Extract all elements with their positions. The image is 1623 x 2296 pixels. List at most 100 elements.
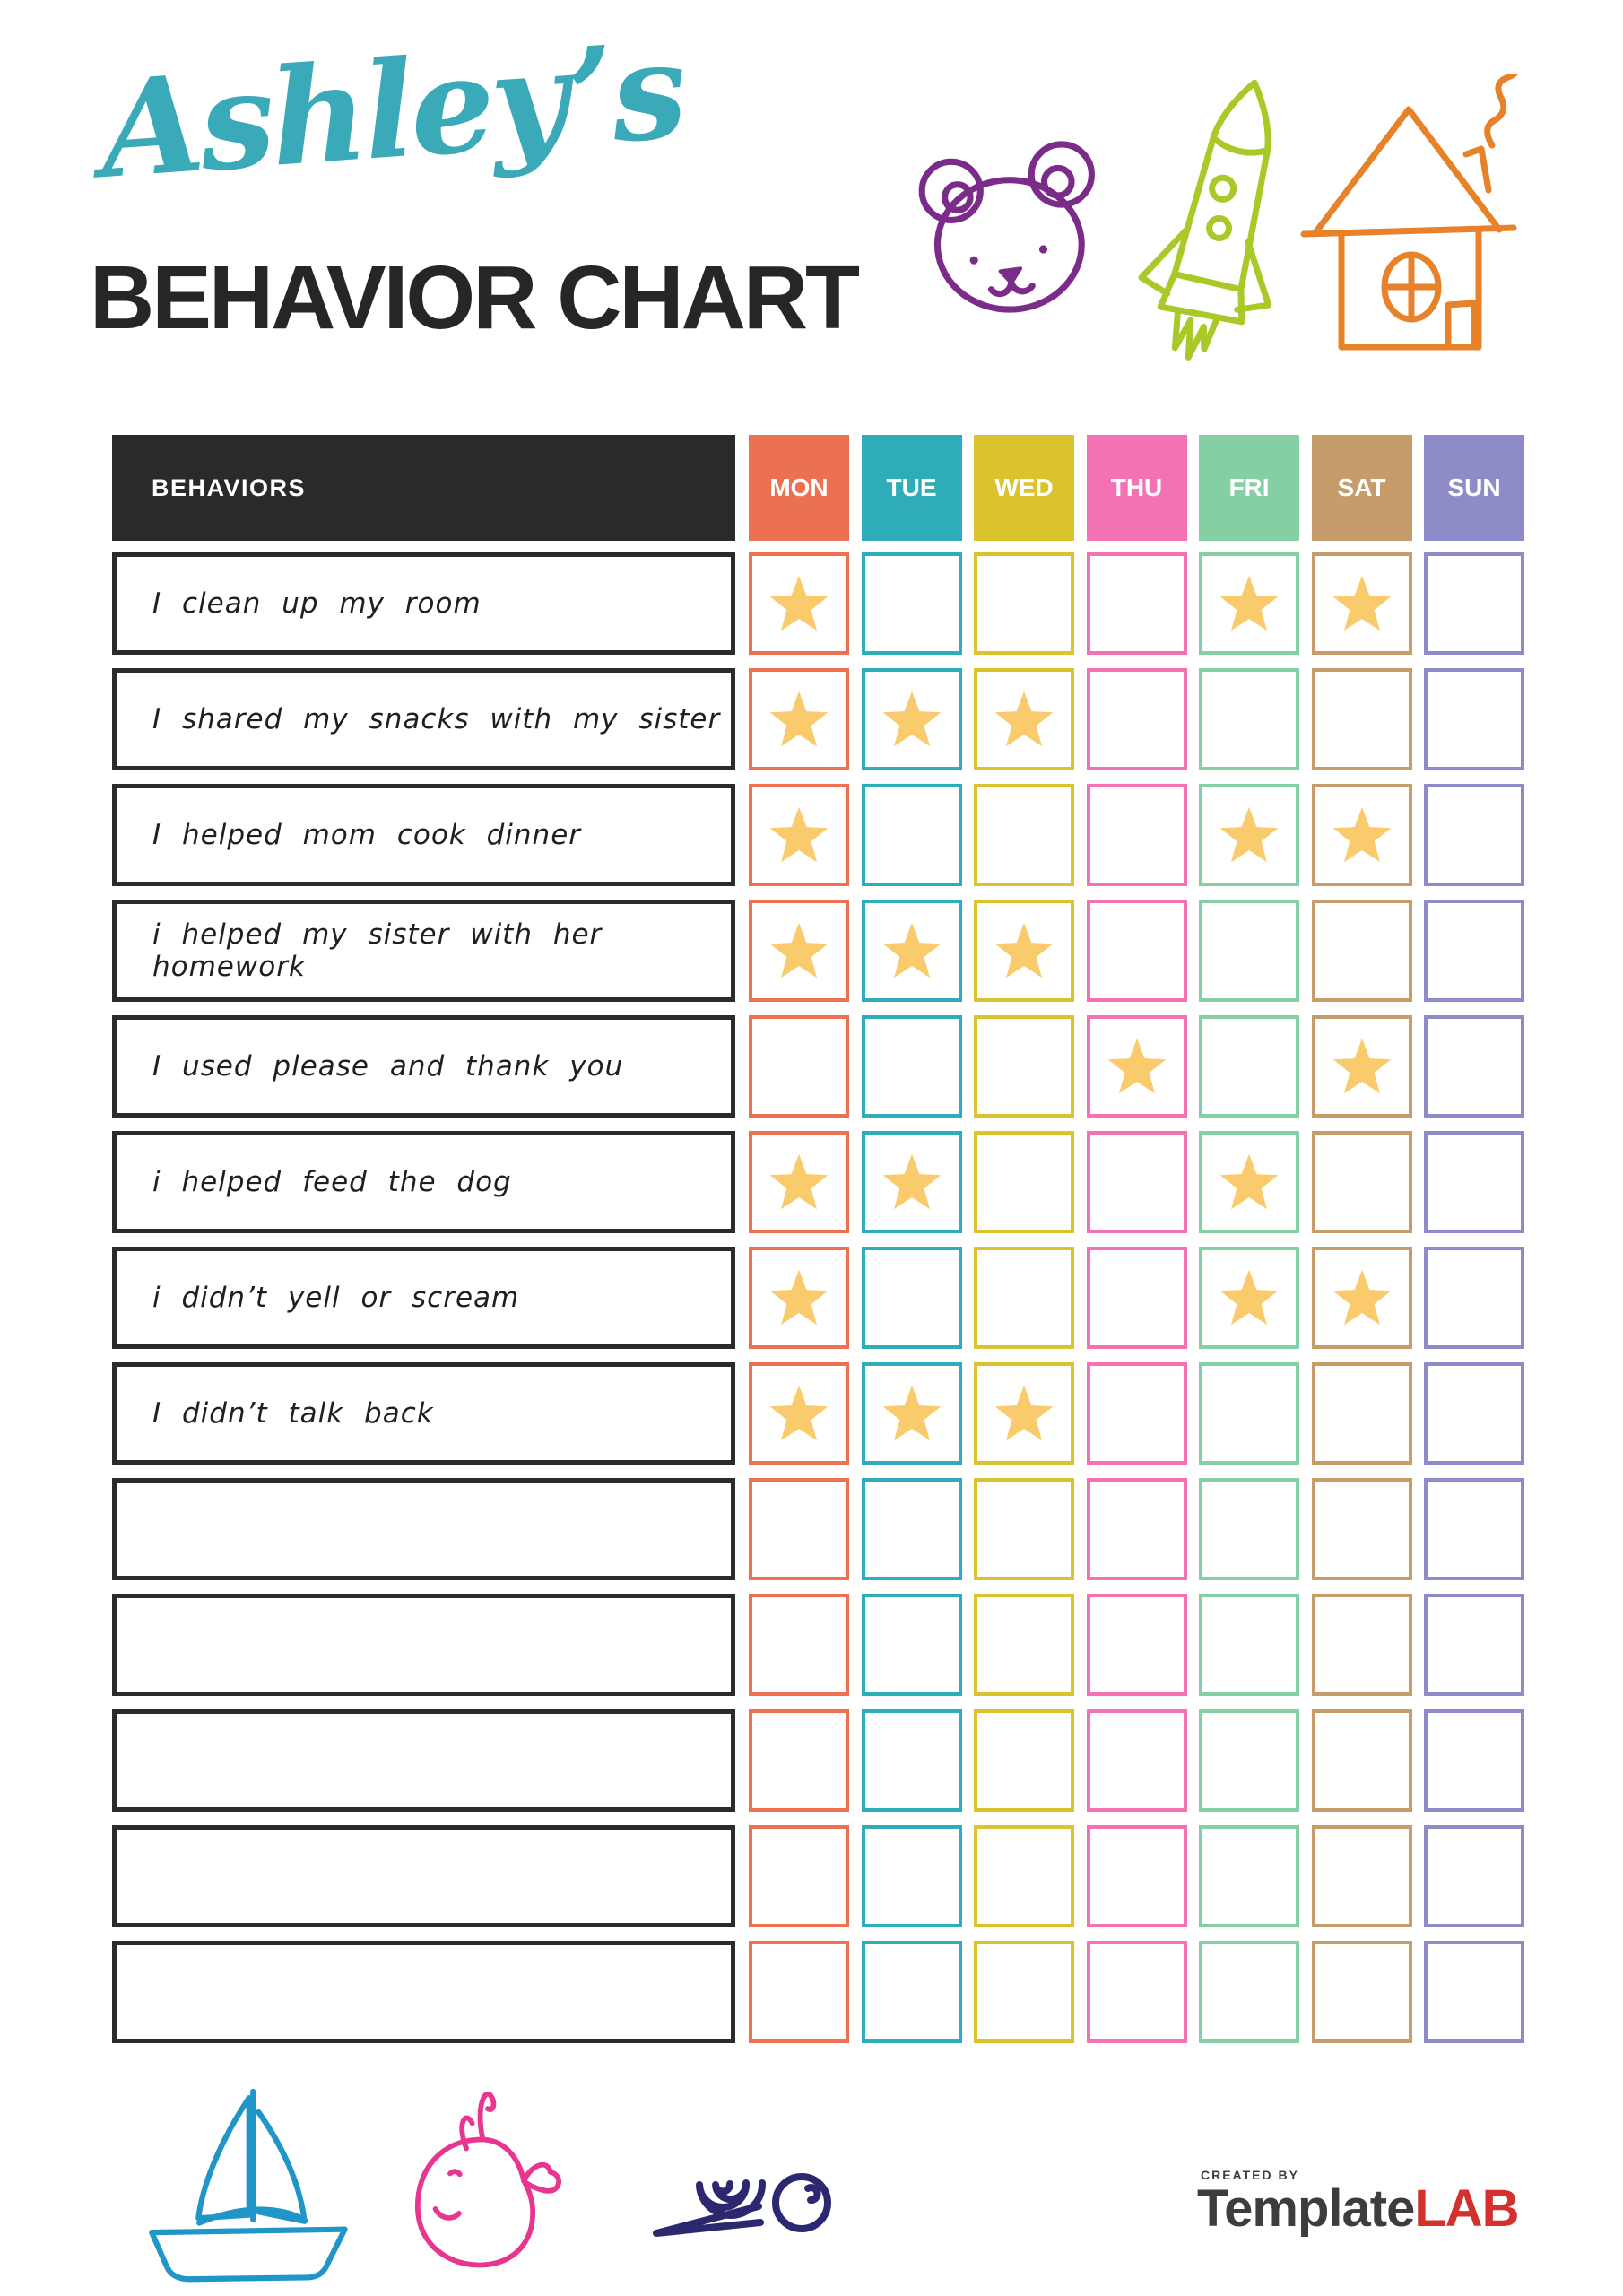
star-icon (994, 691, 1054, 747)
day-cell-thu (1086, 1594, 1187, 1696)
day-cell-wed (974, 1478, 1074, 1580)
star-icon (769, 806, 829, 863)
day-cell-fri (1199, 1594, 1299, 1696)
star-icon (1219, 1153, 1279, 1210)
behavior-table: BEHAVIORS MON TUE WED THU FRI SAT SUN I clean … (112, 435, 1524, 2057)
day-cell-thu (1086, 1478, 1187, 1580)
day-cell-tue (861, 1362, 962, 1465)
day-cell-sat (1311, 1941, 1412, 2043)
child-name: Ashley’s (95, 12, 689, 208)
sailboat-doodle-icon (133, 2072, 362, 2287)
day-cell-fri (1199, 668, 1299, 770)
day-cell-wed (974, 1015, 1074, 1118)
day-cell-wed (974, 784, 1074, 886)
day-cell-sun (1424, 784, 1524, 886)
behavior-label (112, 1709, 735, 1812)
day-cell-mon (749, 1131, 849, 1233)
star-icon (769, 922, 829, 978)
day-headers: MON TUE WED THU FRI SAT SUN (749, 435, 1524, 541)
day-cell-sat (1311, 900, 1412, 1002)
behavior-label: I used please and thank you (112, 1015, 735, 1118)
table-row (112, 1941, 1524, 2043)
star-icon (1332, 1038, 1391, 1094)
day-cell-sat (1311, 1478, 1412, 1580)
day-cell-wed (974, 1594, 1074, 1696)
day-cell-mon (749, 784, 849, 886)
day-cell-sat (1311, 668, 1412, 770)
day-cell-fri (1199, 1825, 1299, 1927)
star-icon (994, 1385, 1054, 1441)
table-row: I helped mom cook dinner (112, 784, 1524, 886)
star-icon (882, 1153, 941, 1210)
day-cell-fri (1199, 1015, 1299, 1118)
star-icon (1332, 806, 1391, 863)
star-icon (1219, 575, 1279, 631)
star-icon (882, 1385, 941, 1441)
table-row (112, 1825, 1524, 1927)
table-row: I shared my snacks with my sister (112, 668, 1524, 770)
behavior-label: i helped feed the dog (112, 1131, 735, 1233)
day-cell-tue (861, 1825, 962, 1927)
day-cell-thu (1086, 1825, 1187, 1927)
star-icon (769, 575, 829, 631)
day-cell-sat (1311, 1825, 1412, 1927)
day-cell-wed (974, 1247, 1074, 1349)
behavior-label (112, 1825, 735, 1927)
templatelab-logo: CREATED BY TemplateLAB (1197, 2169, 1520, 2238)
day-cell-sun (1424, 552, 1524, 655)
day-cell-thu (1086, 1247, 1187, 1349)
day-cell-tue (861, 1247, 962, 1349)
day-cell-fri (1199, 900, 1299, 1002)
day-cell-fri (1199, 1941, 1299, 2043)
day-cell-tue (861, 1015, 962, 1118)
day-header-sun: SUN (1424, 435, 1524, 541)
brand-primary: Template (1197, 2179, 1415, 2238)
whale-doodle-icon (384, 2056, 583, 2287)
day-cell-sun (1424, 900, 1524, 1002)
day-cell-sat (1311, 1247, 1412, 1349)
day-cell-mon (749, 552, 849, 655)
day-cell-thu (1086, 900, 1187, 1002)
day-cell-tue (861, 1594, 962, 1696)
behavior-label: I helped mom cook dinner (112, 784, 735, 886)
day-cell-tue (861, 1131, 962, 1233)
day-cell-tue (861, 668, 962, 770)
table-row: I clean up my room (112, 552, 1524, 655)
day-cell-sun (1424, 1131, 1524, 1233)
behavior-label: I shared my snacks with my sister (112, 668, 735, 770)
day-cell-sat (1311, 1362, 1412, 1465)
behavior-label (112, 1478, 735, 1580)
star-icon (1219, 806, 1279, 863)
star-icon (1332, 575, 1391, 631)
table-row: I used please and thank you (112, 1015, 1524, 1118)
day-cell-wed (974, 1709, 1074, 1812)
star-icon (994, 922, 1054, 978)
day-cell-mon (749, 668, 849, 770)
table-row: I didn’t talk back (112, 1362, 1524, 1465)
day-cell-thu (1086, 1941, 1187, 2043)
day-cell-wed (974, 1941, 1074, 2043)
day-cell-sun (1424, 1247, 1524, 1349)
brand-accent: LAB (1414, 2179, 1519, 2238)
day-header-sat: SAT (1311, 435, 1412, 541)
day-cell-tue (861, 1478, 962, 1580)
day-cell-thu (1086, 668, 1187, 770)
day-cell-sun (1424, 1478, 1524, 1580)
day-cell-mon (749, 1247, 849, 1349)
behaviors-header: BEHAVIORS (112, 435, 735, 541)
day-cell-mon (749, 1015, 849, 1118)
snail-doodle-icon (626, 2109, 855, 2251)
day-cell-wed (974, 1131, 1074, 1233)
day-cell-sat (1311, 784, 1412, 886)
day-cell-fri (1199, 784, 1299, 886)
day-cell-thu (1086, 1015, 1187, 1118)
day-cell-tue (861, 1709, 962, 1812)
behavior-label: I clean up my room (112, 552, 735, 655)
behavior-label: i helped my sister with her homework (112, 900, 735, 1002)
day-cell-fri (1199, 1247, 1299, 1349)
star-icon (769, 691, 829, 747)
star-icon (1219, 1269, 1279, 1326)
day-cell-sun (1424, 1825, 1524, 1927)
table-row (112, 1709, 1524, 1812)
day-cell-thu (1086, 784, 1187, 886)
